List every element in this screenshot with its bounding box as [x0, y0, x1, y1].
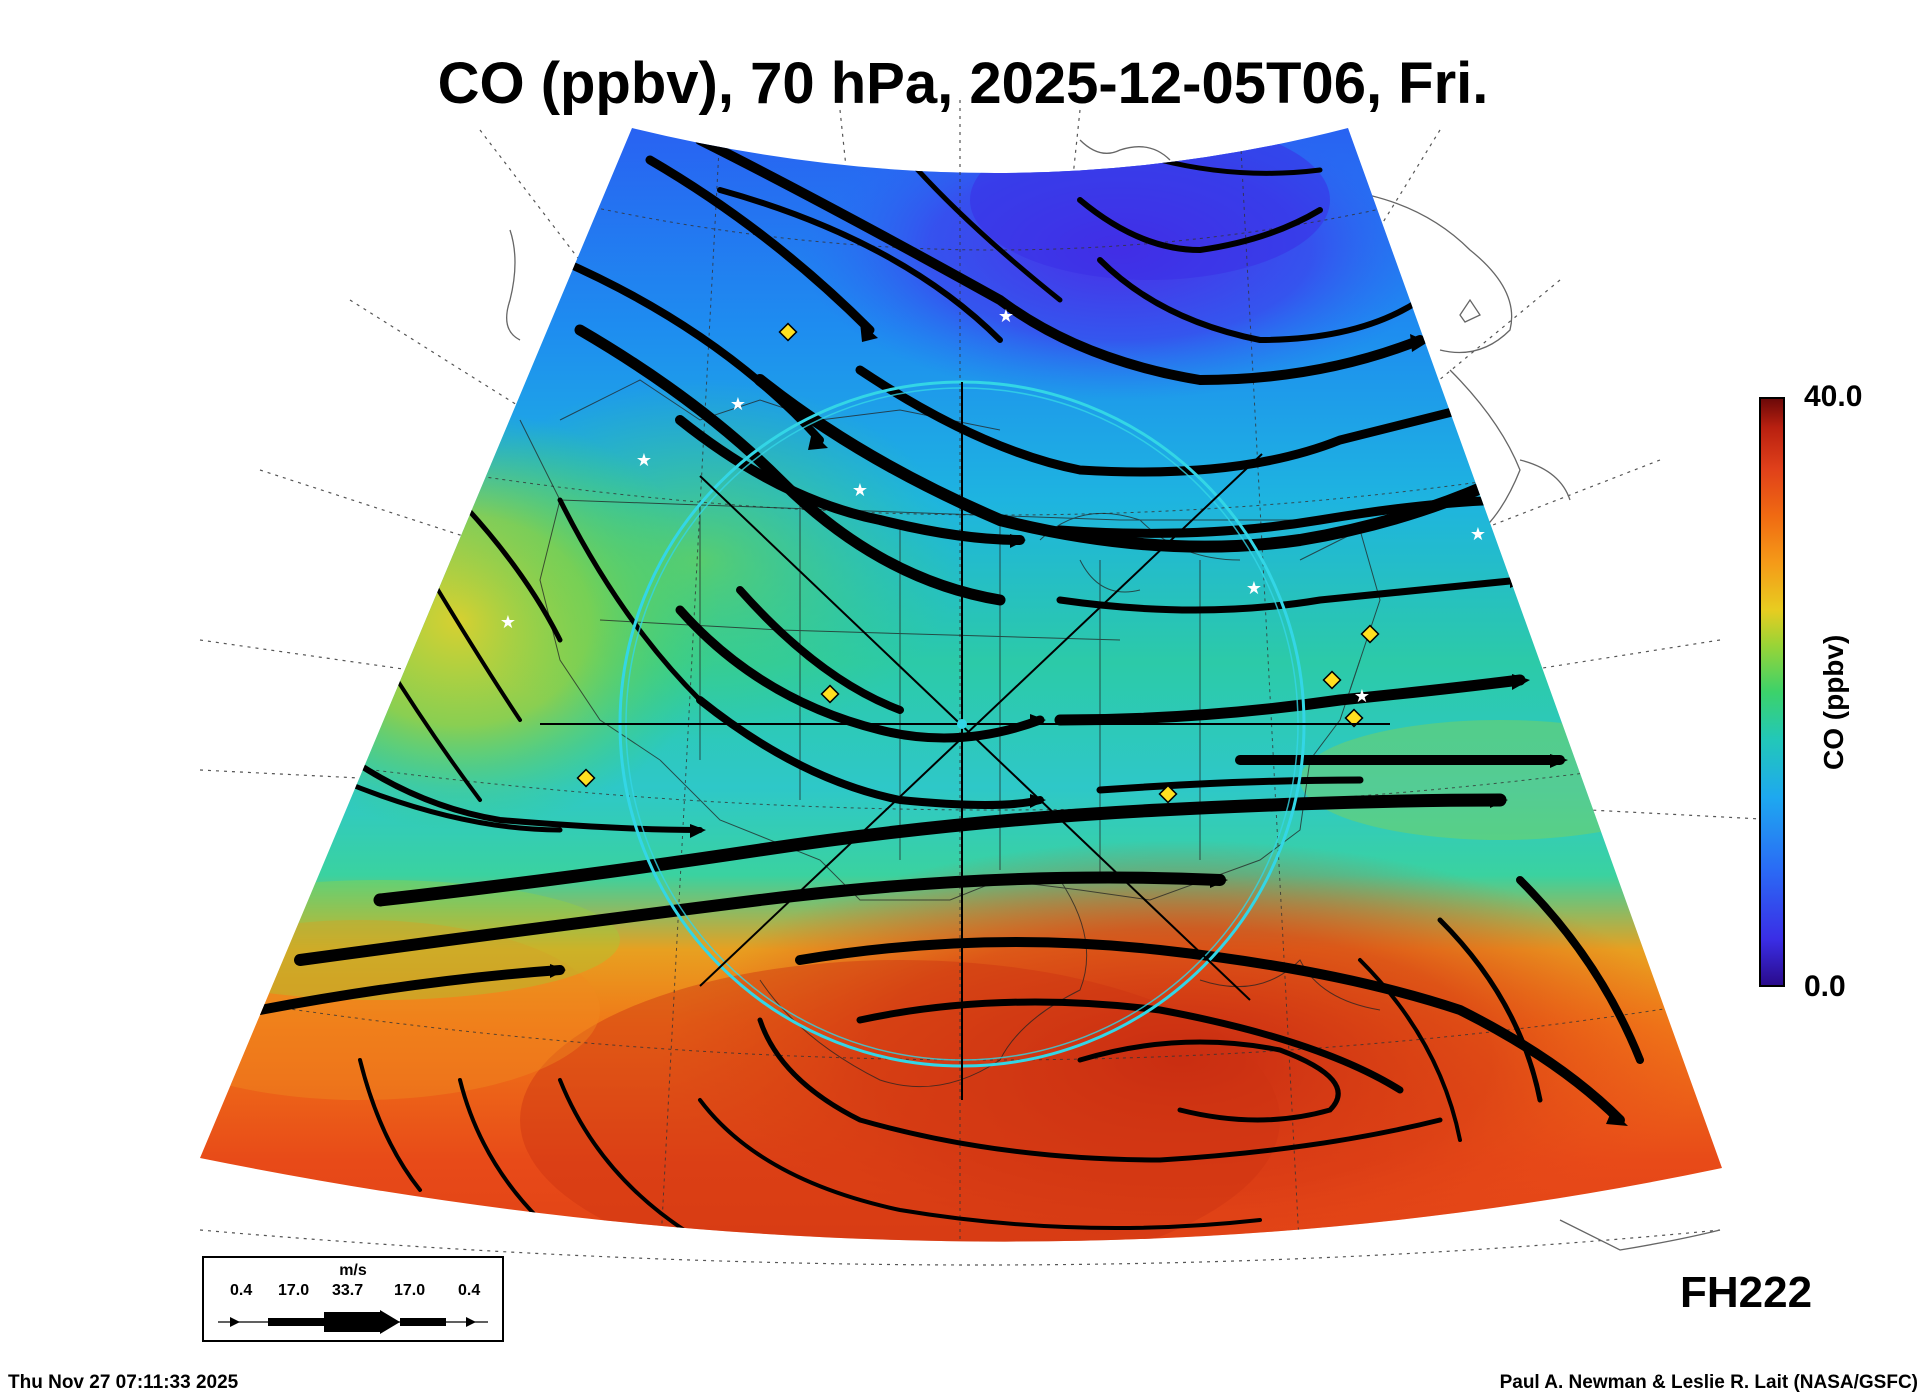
outer-coastlines	[506, 139, 1721, 1251]
star-marker: ★	[998, 306, 1014, 327]
colorbar-min-label: 0.0	[1804, 970, 1846, 1003]
star-marker: ★	[636, 450, 652, 471]
star-marker: ★	[1246, 578, 1262, 599]
wind-legend-value: 0.4	[230, 1282, 253, 1299]
diamond-marker	[1158, 784, 1178, 804]
wind-legend-arrow	[218, 1310, 488, 1334]
range-ring	[540, 380, 1390, 1100]
wind-streamlines	[255, 135, 1644, 1242]
colorbar-max-label: 40.0	[1804, 380, 1863, 413]
credit-label: Paul A. Newman & Leslie R. Lait (NASA/GS…	[1499, 1372, 1918, 1393]
wind-legend-unit: m/s	[339, 1262, 367, 1279]
diamond-marker	[820, 684, 840, 704]
diamond-marker	[778, 322, 798, 342]
diamond-marker	[576, 768, 596, 788]
wind-legend-value: 0.4	[458, 1282, 481, 1299]
diamond-marker	[1322, 670, 1342, 690]
chart-title: CO (ppbv), 70 hPa, 2025-12-05T06, Fri.	[437, 51, 1489, 116]
wind-legend-value: 17.0	[394, 1282, 426, 1299]
colorbar	[1759, 397, 1785, 987]
star-marker: ★	[852, 480, 868, 501]
diamond-marker	[1344, 708, 1364, 728]
colorbar-title: CO (ppbv)	[1818, 634, 1849, 770]
star-marker: ★	[1470, 524, 1486, 545]
timestamp-label: Thu Nov 27 07:11:33 2025	[8, 1372, 239, 1393]
diamond-marker	[1360, 624, 1380, 644]
wind-legend-value: 33.7	[332, 1282, 364, 1299]
wind-legend: m/s 0.4 17.0 33.7 17.0 0.4	[202, 1256, 504, 1342]
star-marker: ★	[1354, 686, 1370, 707]
star-marker: ★	[500, 612, 516, 633]
star-marker: ★	[730, 394, 746, 415]
wind-legend-value: 17.0	[278, 1282, 310, 1299]
star-markers: ★ ★ ★ ★ ★ ★ ★ ★	[500, 306, 1486, 707]
forecast-hour-label: FH222	[1680, 1268, 1813, 1317]
diamond-markers	[576, 322, 1380, 804]
